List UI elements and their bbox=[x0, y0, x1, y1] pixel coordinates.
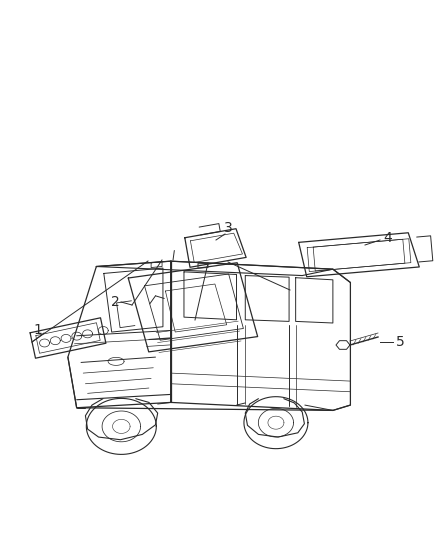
Text: 4: 4 bbox=[384, 231, 392, 245]
Text: 5: 5 bbox=[396, 335, 404, 349]
Text: 1: 1 bbox=[34, 323, 42, 337]
Text: 3: 3 bbox=[224, 221, 233, 235]
Text: 2: 2 bbox=[111, 295, 120, 309]
